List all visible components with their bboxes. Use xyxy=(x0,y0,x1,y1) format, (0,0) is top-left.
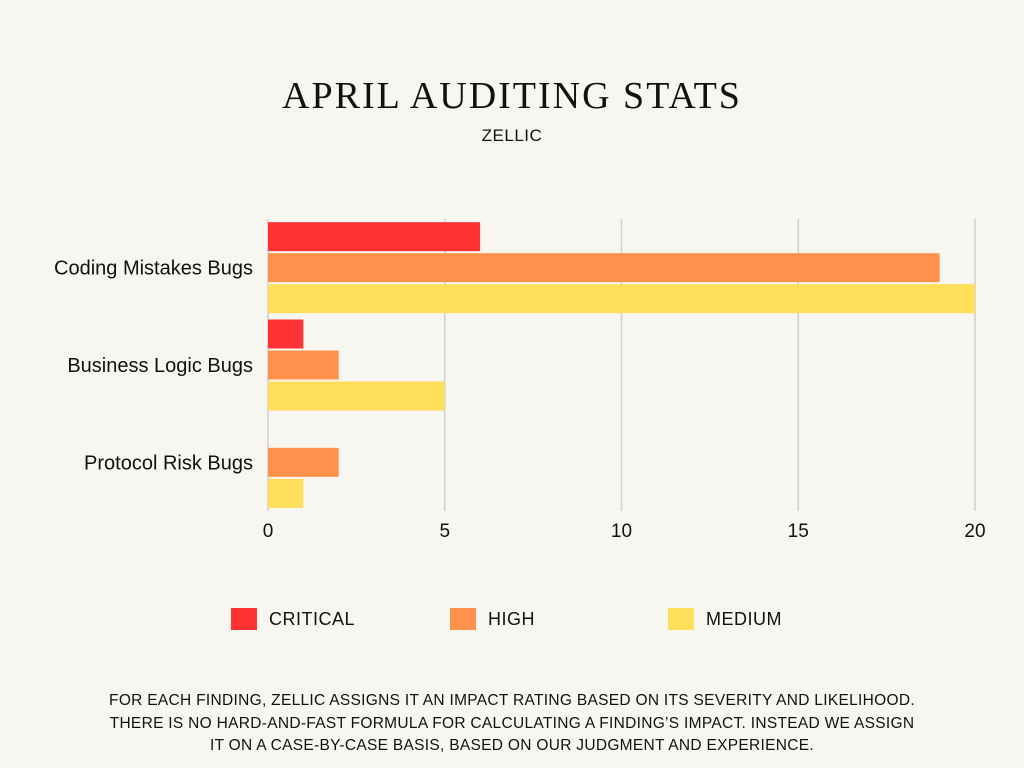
legend-swatch-medium xyxy=(668,608,694,630)
bar-medium-coding-mistakes-bugs xyxy=(268,284,975,314)
bar-critical-business-logic-bugs xyxy=(268,319,304,349)
legend-swatch-high xyxy=(450,608,476,630)
legend-label-critical: CRITICAL xyxy=(269,608,356,629)
bar-high-protocol-risk-bugs xyxy=(268,447,339,477)
chart-title: APRIL AUDITING STATS xyxy=(282,75,742,117)
legend-item-medium: MEDIUM xyxy=(668,608,782,630)
footnote: FOR EACH FINDING, ZELLIC ASSIGNS IT AN I… xyxy=(0,690,1024,758)
bar-critical-coding-mistakes-bugs xyxy=(268,222,481,252)
legend-item-high: HIGH xyxy=(450,608,535,630)
category-label: Protocol Risk Bugs xyxy=(84,452,253,474)
legend-label-high: HIGH xyxy=(488,608,535,629)
bar-medium-protocol-risk-bugs xyxy=(268,478,304,508)
bar-medium-business-logic-bugs xyxy=(268,381,445,411)
x-tick-label: 15 xyxy=(788,521,809,542)
x-axis-ticks: 0 5 10 15 20 xyxy=(263,521,986,542)
footnote-line: IT ON A CASE-BY-CASE BASIS, BASED ON OUR… xyxy=(209,737,815,754)
category-label: Business Logic Bugs xyxy=(67,355,253,377)
chart-subtitle: ZELLIC xyxy=(481,126,543,145)
footnote-line: THERE IS NO HARD-AND-FAST FORMULA FOR CA… xyxy=(109,714,915,732)
x-tick-label: 5 xyxy=(439,521,450,542)
legend: CRITICAL HIGH MEDIUM xyxy=(0,608,1024,634)
bar-chart: Coding Mistakes Bugs Business Logic Bugs P… xyxy=(54,219,986,542)
legend-swatch-critical xyxy=(231,608,257,630)
bar-high-business-logic-bugs xyxy=(268,350,339,380)
bars xyxy=(268,222,975,508)
x-tick-label: 0 xyxy=(263,521,274,542)
category-labels: Coding Mistakes Bugs Business Logic Bugs P… xyxy=(54,258,253,475)
legend-item-critical: CRITICAL xyxy=(231,608,355,630)
legend-label-medium: MEDIUM xyxy=(706,608,782,629)
bar-high-coding-mistakes-bugs xyxy=(268,253,940,283)
footnote-line: FOR EACH FINDING, ZELLIC ASSIGNS IT AN I… xyxy=(109,692,915,709)
x-tick-label: 20 xyxy=(964,521,985,542)
x-tick-label: 10 xyxy=(611,521,632,542)
category-label: Coding Mistakes Bugs xyxy=(54,258,253,280)
